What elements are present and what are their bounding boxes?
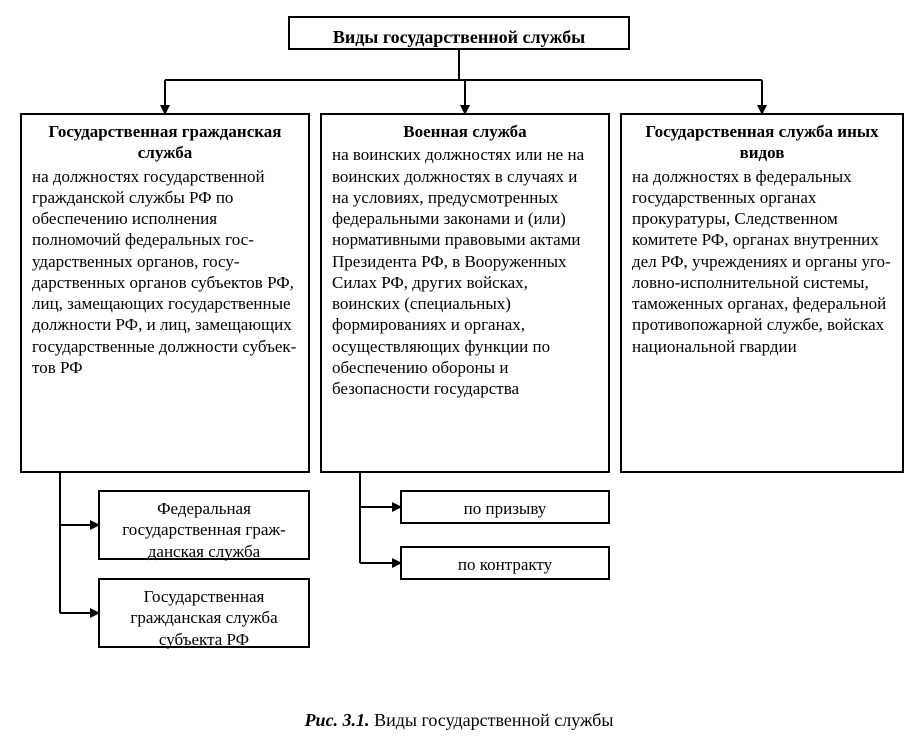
caption-text: Виды государственной службы (374, 710, 613, 730)
figure-caption: Рис. 3.1. Виды государственной службы (0, 710, 918, 731)
column-civil: Государственная гражданская службана дол… (20, 113, 310, 473)
column-heading: Государственная служба иных видов (632, 121, 892, 164)
column-body: на воинских должностях или не на воински… (332, 144, 598, 399)
title-box: Виды государственной службы (288, 16, 630, 50)
diagram-canvas: Виды государственной службы Государствен… (0, 0, 918, 753)
column-heading: Военная служба (332, 121, 598, 142)
sub-box-text: по призыву (464, 499, 547, 518)
column-heading: Государственная гражданская служба (32, 121, 298, 164)
sub-box-military-2: по призыву (400, 490, 610, 524)
column-body: на должностях государствен­ной гражданск… (32, 166, 298, 379)
sub-box-civil-0: Федеральная государственная граж­данская… (98, 490, 310, 560)
sub-box-text: по контракту (458, 555, 552, 574)
sub-box-military-3: по контракту (400, 546, 610, 580)
sub-box-text: Государственная гражданская служба субъе… (130, 587, 277, 649)
sub-box-text: Федеральная государственная граж­данская… (122, 499, 286, 561)
title-text: Виды государственной службы (333, 27, 585, 47)
caption-label: Рис. 3.1. (305, 710, 370, 730)
column-body: на должностях в федераль­ных государстве… (632, 166, 892, 357)
sub-box-civil-1: Государственная гражданская служба субъе… (98, 578, 310, 648)
column-military: Военная службана воинских должностях или… (320, 113, 610, 473)
column-other: Государственная служба иных видовна долж… (620, 113, 904, 473)
